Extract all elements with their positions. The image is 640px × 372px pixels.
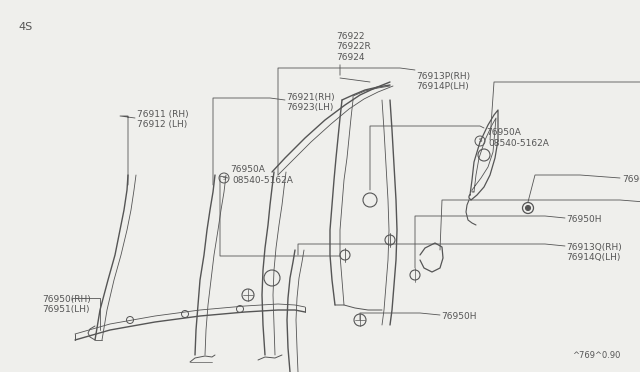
Text: S: S bbox=[222, 176, 226, 180]
Text: 76911 (RH)
76912 (LH): 76911 (RH) 76912 (LH) bbox=[137, 110, 189, 129]
Circle shape bbox=[525, 205, 531, 211]
Text: 76913Q(RH)
76914Q(LH): 76913Q(RH) 76914Q(LH) bbox=[566, 243, 621, 262]
Text: 76905M: 76905M bbox=[622, 175, 640, 184]
Text: S: S bbox=[478, 138, 482, 144]
Text: 76950A: 76950A bbox=[230, 165, 265, 174]
Text: 76950(RH)
76951(LH): 76950(RH) 76951(LH) bbox=[42, 295, 91, 314]
Text: 76913P(RH)
76914P(LH): 76913P(RH) 76914P(LH) bbox=[416, 72, 470, 92]
Text: 76921(RH)
76923(LH): 76921(RH) 76923(LH) bbox=[286, 93, 335, 112]
Text: 76922
76922R
76924: 76922 76922R 76924 bbox=[336, 32, 371, 62]
Text: 76950A: 76950A bbox=[486, 128, 521, 137]
Text: 4S: 4S bbox=[18, 22, 32, 32]
Text: 08540-5162A: 08540-5162A bbox=[232, 176, 293, 185]
Text: 08540-5162A: 08540-5162A bbox=[488, 139, 549, 148]
Text: 76950H: 76950H bbox=[566, 215, 602, 224]
Text: ^769^0.90: ^769^0.90 bbox=[572, 351, 620, 360]
Text: 76950H: 76950H bbox=[441, 312, 477, 321]
